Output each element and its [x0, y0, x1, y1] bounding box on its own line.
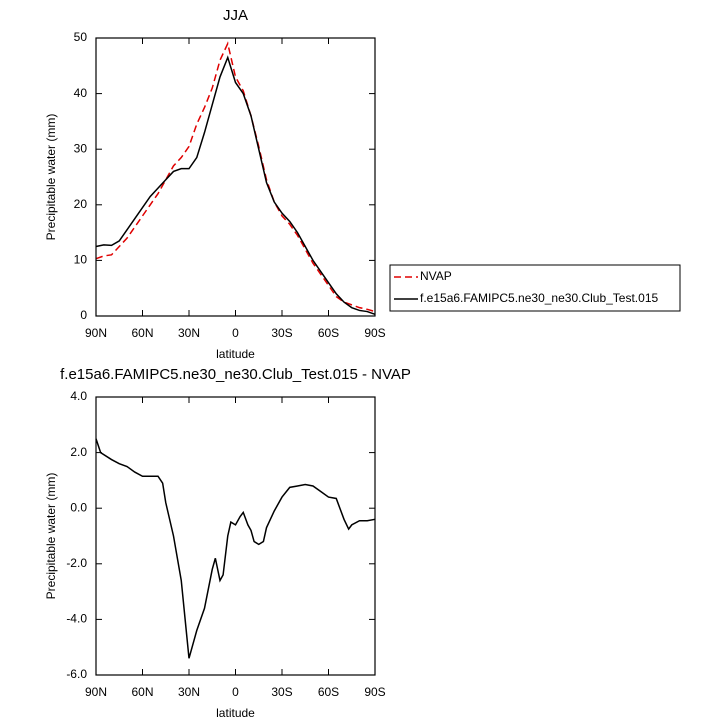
x-axis-label: latitude — [216, 706, 255, 720]
x-tick-label: 30N — [178, 685, 200, 699]
x-tick-label: 90S — [364, 326, 385, 340]
legend-box — [389, 264, 681, 312]
y-tick-label: 10 — [74, 253, 88, 267]
chart-title: JJA — [223, 7, 248, 24]
y-tick-label: 0 — [80, 308, 87, 322]
y-tick-label: -6.0 — [66, 667, 87, 681]
x-tick-label: 60S — [318, 685, 339, 699]
x-tick-label: 90S — [364, 685, 385, 699]
y-tick-label: 20 — [74, 197, 88, 211]
y-tick-label: 4.0 — [70, 389, 87, 403]
chart-title: f.e15a6.FAMIPC5.ne30_ne30.Club_Test.015 … — [60, 366, 411, 383]
plot-frame — [95, 396, 376, 676]
y-tick-label: 40 — [74, 86, 88, 100]
x-tick-label: 60N — [131, 326, 153, 340]
y-tick-label: 50 — [74, 30, 88, 44]
y-tick-label: 2.0 — [70, 445, 87, 459]
x-tick-label: 0 — [232, 326, 239, 340]
data-line — [95, 55, 376, 316]
x-tick-label: 30S — [271, 685, 292, 699]
x-tick-label: 90N — [85, 685, 107, 699]
y-axis-label: Precipitable water (mm) — [44, 114, 58, 241]
x-tick-label: 60N — [131, 685, 153, 699]
legend-label: NVAP — [420, 269, 452, 283]
x-axis-label: latitude — [216, 347, 255, 361]
y-tick-label: -2.0 — [66, 556, 87, 570]
plot-frame — [95, 37, 376, 317]
x-tick-label: 30S — [271, 326, 292, 340]
y-tick-label: -4.0 — [66, 612, 87, 626]
x-tick-label: 60S — [318, 326, 339, 340]
y-tick-label: 0.0 — [70, 500, 87, 514]
x-tick-label: 90N — [85, 326, 107, 340]
legend-label: f.e15a6.FAMIPC5.ne30_ne30.Club_Test.015 — [420, 291, 658, 305]
y-tick-label: 30 — [74, 141, 88, 155]
x-tick-label: 0 — [232, 685, 239, 699]
data-line — [95, 438, 376, 659]
y-axis-label: Precipitable water (mm) — [44, 473, 58, 600]
x-tick-label: 30N — [178, 326, 200, 340]
